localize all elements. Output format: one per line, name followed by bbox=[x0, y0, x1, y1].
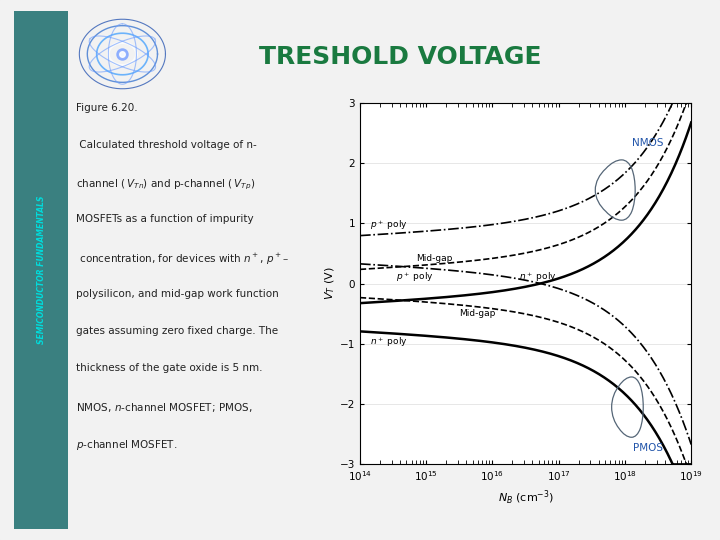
Text: gates assuming zero fixed charge. The: gates assuming zero fixed charge. The bbox=[76, 326, 278, 336]
Text: SEMICONDUCTOR FUNDAMENTALS: SEMICONDUCTOR FUNDAMENTALS bbox=[37, 195, 46, 345]
Text: $n^+$ poly: $n^+$ poly bbox=[519, 270, 557, 284]
Text: concentration, for devices with $n^+$, $p^+$–: concentration, for devices with $n^+$, $… bbox=[76, 252, 289, 267]
Text: thickness of the gate oxide is 5 nm.: thickness of the gate oxide is 5 nm. bbox=[76, 363, 262, 374]
Text: Mid-gap: Mid-gap bbox=[459, 309, 496, 318]
X-axis label: $N_B\ \rm(cm^{-3})$: $N_B\ \rm(cm^{-3})$ bbox=[498, 489, 554, 507]
Text: $p^+$ poly: $p^+$ poly bbox=[397, 270, 434, 284]
Text: NMOS, $n$-channel MOSFET; PMOS,: NMOS, $n$-channel MOSFET; PMOS, bbox=[76, 401, 252, 414]
Text: Mid-gap: Mid-gap bbox=[416, 254, 453, 262]
Text: $p^+$ poly: $p^+$ poly bbox=[370, 218, 408, 232]
Text: channel ( $V_{Tn}$) and p-channel ( $V_{Tp}$): channel ( $V_{Tn}$) and p-channel ( $V_{… bbox=[76, 177, 255, 192]
Text: Figure 6.20.: Figure 6.20. bbox=[76, 103, 138, 113]
Y-axis label: $V_T\ \rm(V)$: $V_T\ \rm(V)$ bbox=[323, 267, 337, 300]
Bar bbox=[14, 11, 68, 529]
Text: $p$-channel MOSFET.: $p$-channel MOSFET. bbox=[76, 438, 177, 452]
Text: TRESHOLD VOLTAGE: TRESHOLD VOLTAGE bbox=[259, 45, 541, 69]
Text: PMOS: PMOS bbox=[633, 443, 663, 453]
Text: $n^+$ poly: $n^+$ poly bbox=[370, 336, 408, 349]
Text: Calculated threshold voltage of n-: Calculated threshold voltage of n- bbox=[76, 140, 256, 150]
Text: MOSFETs as a function of impurity: MOSFETs as a function of impurity bbox=[76, 214, 253, 225]
Text: NMOS: NMOS bbox=[632, 138, 664, 148]
Text: polysilicon, and mid-gap work function: polysilicon, and mid-gap work function bbox=[76, 289, 279, 299]
